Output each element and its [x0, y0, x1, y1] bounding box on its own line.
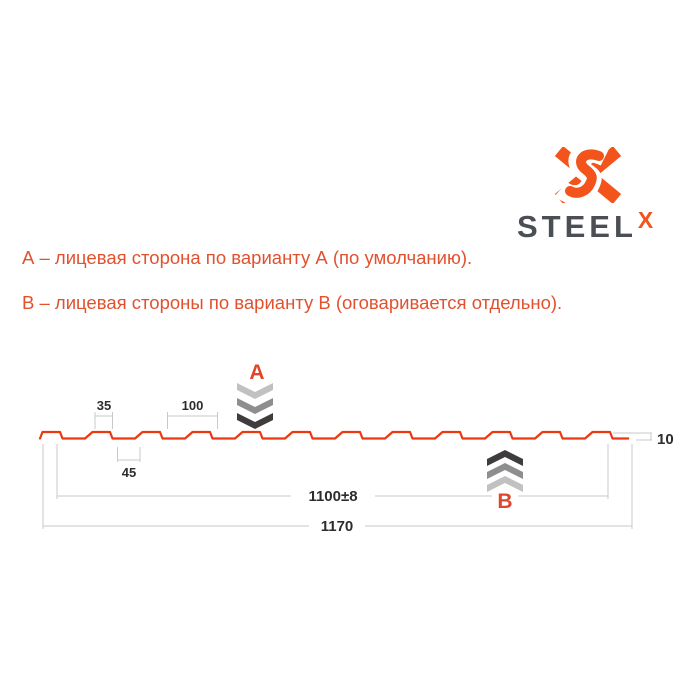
marker-side-b: В [487, 450, 523, 513]
dim-crest-top: 35 [94, 398, 113, 429]
dim-total-width-label: 1170 [321, 518, 354, 535]
dim-crest-top-label: 35 [97, 398, 111, 413]
chevron-up-icon [487, 450, 523, 466]
brand-x-superscript: X [637, 207, 654, 233]
extension-lines [42, 444, 633, 529]
legend-line-variant-b: В – лицевая стороны по варианту В (огова… [22, 292, 563, 313]
dim-rib-pitch: 100 [167, 398, 218, 429]
dim-working-width-label: 1100±8 [308, 488, 357, 505]
sheet-profile-line [38, 430, 630, 440]
chevron-down-icon [237, 398, 273, 414]
chevron-up-icon [487, 463, 523, 479]
profile-section-drawing: 35 100 45 10 [38, 361, 674, 535]
marker-side-a: А [237, 361, 273, 429]
marker-b-backing [492, 491, 518, 502]
dim-height: 10 [613, 431, 674, 448]
legend-line-variant-a: А – лицевая сторона по варианту А (по ум… [22, 247, 473, 268]
dim-working-width: 1100±8 [57, 488, 608, 505]
marker-a-label: А [249, 361, 264, 384]
steelx-logo: STEELX [517, 145, 692, 250]
dim-height-label: 10 [657, 431, 674, 448]
brand-wordmark: STEELX [517, 207, 654, 245]
marker-b-label: В [497, 490, 512, 513]
brand-steel-text: STEEL [517, 209, 637, 244]
dim-total-width: 1170 [43, 518, 632, 535]
dim-rib-pitch-label: 100 [182, 398, 204, 413]
chevron-down-icon [237, 383, 273, 399]
dim-rib-base: 45 [117, 447, 141, 480]
dim-rib-base-label: 45 [122, 465, 136, 480]
chevron-up-icon [487, 476, 523, 492]
steelx-monogram-icon [554, 147, 622, 203]
chevron-down-icon [237, 413, 273, 429]
